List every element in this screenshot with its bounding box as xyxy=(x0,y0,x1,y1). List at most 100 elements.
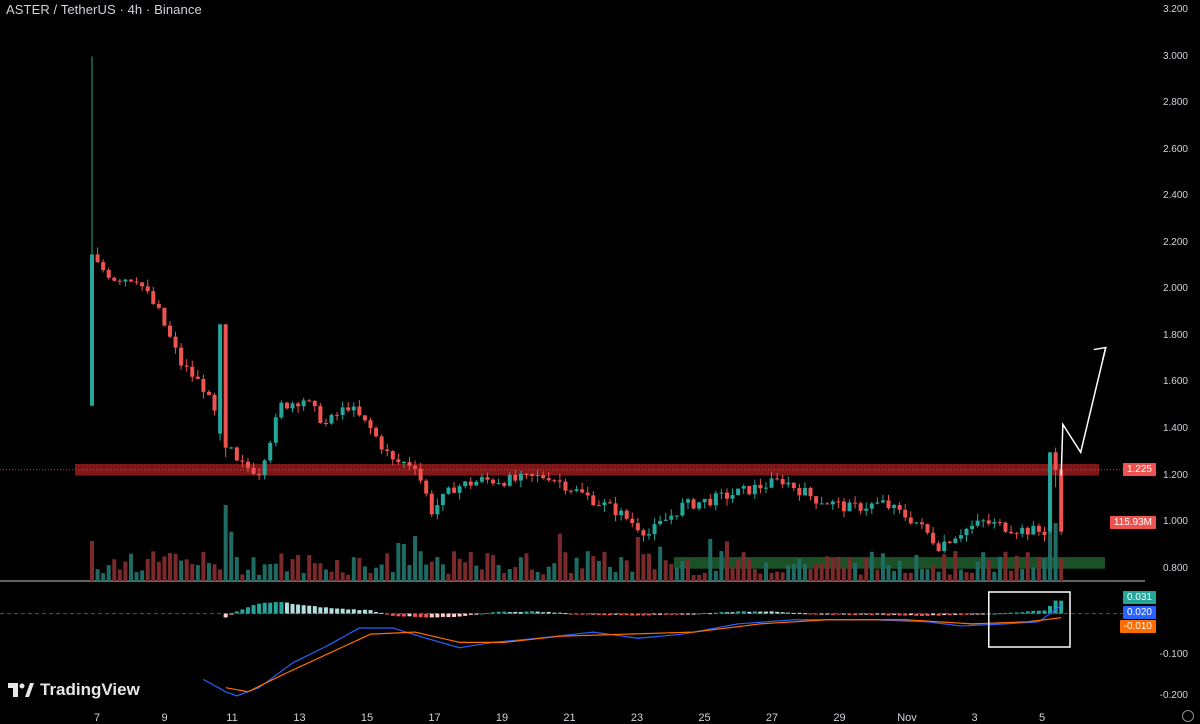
candle xyxy=(808,487,813,497)
candle xyxy=(875,502,880,504)
candle xyxy=(897,504,902,510)
volume-bar xyxy=(697,574,702,581)
candle xyxy=(413,465,418,469)
date-axis-tick: 29 xyxy=(833,712,846,724)
macd-histogram-bar xyxy=(524,611,529,614)
candle xyxy=(580,489,585,493)
macd-histogram-bar xyxy=(502,611,507,614)
candle xyxy=(669,515,674,520)
volume-bar xyxy=(1009,570,1014,581)
macd-histogram-bar xyxy=(652,613,657,615)
candle xyxy=(474,481,479,486)
macd-histogram-bar xyxy=(992,613,997,615)
volume-bar xyxy=(156,561,161,581)
candle xyxy=(390,451,395,460)
candle xyxy=(546,478,551,481)
tradingview-logo-icon xyxy=(8,681,34,699)
macd-histogram-bar xyxy=(886,613,891,616)
macd-axis-tick: -0.200 xyxy=(1159,689,1188,701)
volume-bar xyxy=(463,562,468,581)
macd-histogram-bar xyxy=(602,613,607,616)
candle xyxy=(786,482,791,485)
volume-bar xyxy=(791,563,796,581)
candle xyxy=(702,498,707,503)
volume-bar xyxy=(875,569,880,581)
candle xyxy=(301,400,306,407)
candle xyxy=(379,436,384,450)
volume-bar xyxy=(819,563,824,581)
candle xyxy=(318,406,323,424)
macd-histogram-bar xyxy=(557,612,562,614)
candle xyxy=(374,428,379,437)
volume-bar xyxy=(953,551,958,581)
projection-arrowhead xyxy=(1093,346,1107,360)
volume-bar xyxy=(563,552,568,581)
volume-bar xyxy=(101,573,106,581)
candle xyxy=(713,493,718,506)
volume-bar xyxy=(95,569,100,581)
macd-histogram-bar xyxy=(574,613,579,615)
volume-bar xyxy=(591,556,596,581)
macd-histogram-bar xyxy=(892,613,897,615)
volume-bar xyxy=(970,572,975,581)
candle xyxy=(179,347,184,366)
volume-bar xyxy=(195,565,200,581)
candle xyxy=(914,522,919,524)
macd-histogram-bar xyxy=(708,613,713,615)
candle xyxy=(708,498,713,506)
volume-bar xyxy=(479,569,484,581)
candle xyxy=(1009,531,1014,534)
volume-bar xyxy=(574,557,579,581)
macd-histogram-bar xyxy=(273,602,278,614)
candle xyxy=(836,501,841,503)
candle xyxy=(841,501,846,512)
volume-bar xyxy=(630,571,635,581)
candle xyxy=(201,378,206,392)
candle xyxy=(847,502,852,512)
macd-histogram-bar xyxy=(947,613,952,616)
volume-bar xyxy=(117,569,122,581)
candle xyxy=(101,262,106,270)
macd-histogram-bar xyxy=(647,613,651,616)
macd-histogram-bar xyxy=(591,613,596,615)
last-price-badge: 1.225 xyxy=(1122,462,1156,476)
macd-histogram-bar xyxy=(880,613,885,615)
candle xyxy=(273,417,278,443)
volume-bar xyxy=(747,558,752,581)
candle xyxy=(685,499,690,503)
candle xyxy=(262,460,267,476)
settings-icon[interactable] xyxy=(1182,710,1194,722)
candle xyxy=(919,522,924,525)
macd-histogram-bar xyxy=(864,613,869,615)
candle xyxy=(624,510,629,519)
volume-bar xyxy=(346,574,351,581)
date-axis-tick: 21 xyxy=(563,712,576,724)
macd-histogram-bar xyxy=(936,613,941,616)
macd-histogram-bar xyxy=(608,613,613,616)
volume-bar xyxy=(814,563,819,581)
candle xyxy=(1025,527,1030,535)
macd-histogram-bar xyxy=(362,609,367,614)
candle xyxy=(140,282,145,287)
volume-bar xyxy=(1059,558,1064,581)
volume-bar xyxy=(362,566,367,581)
price-axis-tick: 2.800 xyxy=(1162,97,1188,109)
macd-histogram-bar xyxy=(635,613,640,616)
volume-bar xyxy=(485,553,490,581)
volume-bar xyxy=(379,564,384,581)
volume-bar xyxy=(262,564,267,581)
volume-bar xyxy=(251,557,256,581)
volume-bar xyxy=(841,568,846,581)
volume-bar xyxy=(797,558,802,581)
volume-bar xyxy=(446,573,451,581)
volume-bar xyxy=(975,561,980,581)
macd-histogram-bar xyxy=(385,613,390,615)
volume-bar xyxy=(680,561,685,581)
macd-histogram-bar xyxy=(1009,612,1014,614)
macd-histogram-bar xyxy=(970,613,975,615)
volume-bar xyxy=(947,574,952,581)
volume-bar xyxy=(580,568,585,581)
candle xyxy=(156,303,161,308)
